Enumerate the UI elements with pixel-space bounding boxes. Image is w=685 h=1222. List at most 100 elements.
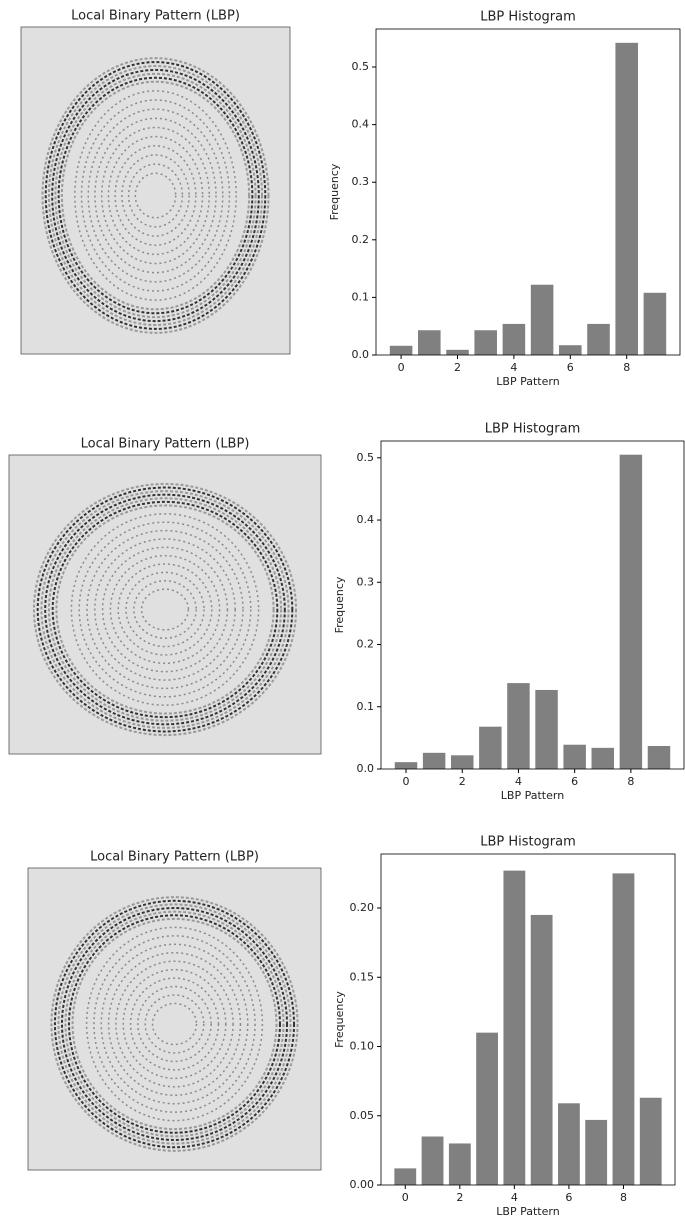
x-tick-label: 4 <box>510 361 517 374</box>
lbp-texture-inner <box>115 960 234 1088</box>
y-tick-label: 0.20 <box>350 901 375 914</box>
lbp-texture-ring <box>44 61 267 330</box>
lbp-texture-inner <box>100 943 249 1105</box>
bar <box>418 330 441 355</box>
bar <box>585 1119 608 1185</box>
bar <box>563 744 586 769</box>
bar <box>446 349 469 355</box>
y-tick-label: 0.2 <box>352 233 370 246</box>
bar <box>591 747 615 769</box>
bar <box>530 914 553 1185</box>
lbp-texture-ring <box>40 490 290 729</box>
y-tick-label: 0.3 <box>357 575 375 588</box>
lbp-texture-ring <box>55 504 275 715</box>
lbp-texture-inner <box>151 1002 198 1046</box>
lbp-texture-ring <box>51 500 279 719</box>
lbp-texture-ring <box>60 80 251 311</box>
x-tick-label: 6 <box>571 775 578 788</box>
bar <box>476 1032 498 1185</box>
lbp-texture-inner <box>101 546 229 673</box>
lbp-texture-inner <box>109 554 221 665</box>
lbp-texture-inner <box>125 571 205 648</box>
bar <box>448 1143 471 1185</box>
lbp-texture-ring <box>47 497 283 722</box>
lbp-texture-inner <box>107 951 242 1097</box>
x-axis-label: LBP Pattern <box>496 375 559 388</box>
lbp-texture-inner <box>114 145 197 246</box>
bar <box>619 454 643 769</box>
y-tick-label: 0.00 <box>350 1178 375 1191</box>
lbp-texture-inner <box>134 172 177 219</box>
y-tick-label: 0.0 <box>352 348 370 361</box>
x-tick-label: 0 <box>403 775 410 788</box>
bar <box>479 726 502 769</box>
lbp-texture-ring <box>44 493 286 726</box>
lbp-texture-inner <box>94 117 217 274</box>
lbp-texture-ring <box>47 65 264 326</box>
lbp-texture-ring <box>50 896 299 1152</box>
bar <box>535 689 558 769</box>
x-tick-label: 2 <box>456 1191 463 1204</box>
bar <box>502 323 526 355</box>
bar <box>503 870 526 1185</box>
bar <box>389 345 413 355</box>
lbp-texture-inner <box>86 529 244 690</box>
y-tick-label: 0.3 <box>352 175 370 188</box>
x-tick-label: 6 <box>567 361 574 374</box>
y-tick-label: 0.0 <box>357 762 375 775</box>
lbp-texture-inner <box>80 99 231 292</box>
bar <box>507 683 530 769</box>
lbp-texture-inner <box>74 90 237 301</box>
lbp-texture-inner <box>133 580 197 639</box>
x-axis-label: LBP Pattern <box>501 789 564 802</box>
bar <box>559 345 582 355</box>
lbp-texture-ring <box>57 76 254 315</box>
lbp-texture-ring <box>53 899 296 1149</box>
plot-frame <box>375 28 681 356</box>
panel-title: Local Binary Pattern (LBP) <box>81 437 250 452</box>
lbp-texture-ring <box>41 57 270 334</box>
lbp-texture-inner <box>100 126 211 265</box>
lbp-texture-inner <box>93 935 256 1113</box>
lbp-texture-inner <box>122 968 227 1080</box>
y-tick-label: 0.1 <box>352 290 370 303</box>
lbp-texture-inner <box>94 538 236 681</box>
lbp-texture-inner <box>87 108 224 283</box>
bar <box>530 284 554 355</box>
lbp-texture-inner <box>127 163 184 228</box>
y-axis-label: Frequency <box>333 576 346 633</box>
lbp-texture-inner <box>129 977 220 1071</box>
panel-title: LBP Histogram <box>485 422 581 437</box>
panel-title: Local Binary Pattern (LBP) <box>90 850 259 865</box>
lbp-texture-inner <box>144 994 205 1054</box>
x-tick-label: 0 <box>402 1191 409 1204</box>
lbp-texture-ring <box>68 914 281 1134</box>
x-tick-label: 8 <box>620 1191 627 1204</box>
y-tick-label: 0.5 <box>352 60 370 73</box>
y-tick-label: 0.2 <box>357 638 375 651</box>
lbp-texture-inner <box>70 513 260 706</box>
lbp-texture-ring <box>54 72 257 319</box>
bar <box>643 292 667 355</box>
lbp-texture-inner <box>78 521 252 698</box>
lbp-texture-inner <box>117 563 213 656</box>
x-axis-label: LBP Pattern <box>496 1205 559 1218</box>
bar <box>587 323 610 355</box>
x-tick-label: 8 <box>627 775 634 788</box>
bar <box>422 752 446 769</box>
y-axis-label: Frequency <box>333 991 346 1048</box>
lbp-texture-inner <box>85 926 264 1122</box>
lbp-texture-ring <box>51 68 260 323</box>
lbp-texture-ring <box>60 907 289 1141</box>
lbp-texture-inner <box>140 588 190 631</box>
lbp-texture-inner <box>107 135 204 256</box>
bar <box>450 755 474 769</box>
panel-title: Local Binary Pattern (LBP) <box>71 9 240 24</box>
plot-frame <box>380 440 685 770</box>
bar <box>647 745 671 769</box>
bar <box>394 762 418 769</box>
bar <box>558 1103 580 1185</box>
panel-title: LBP Histogram <box>480 10 576 25</box>
lbp-texture-ring <box>36 486 294 733</box>
